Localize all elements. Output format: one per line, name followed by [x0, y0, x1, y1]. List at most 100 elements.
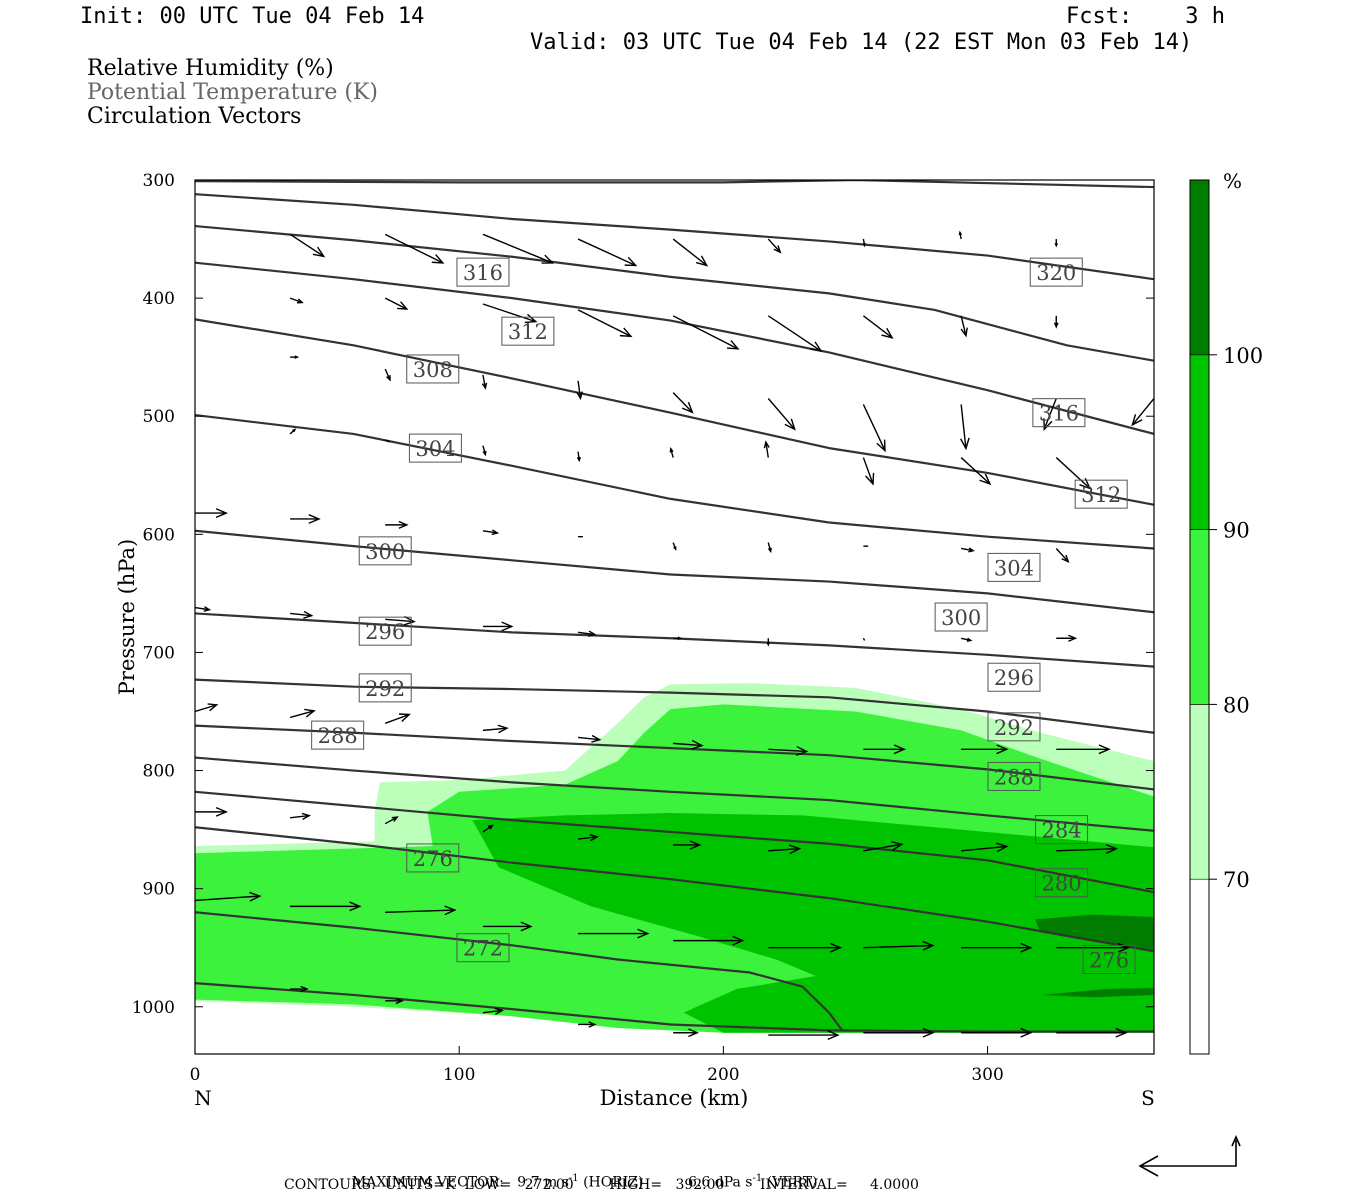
wind-vector-head [960, 327, 968, 338]
wind-vector [195, 508, 228, 518]
wind-vector-head [1053, 322, 1059, 329]
wind-vector-head [349, 901, 362, 912]
wind-vector-head [959, 437, 970, 451]
theta-contour-316 [195, 224, 1154, 362]
wind-vector-shaft [672, 315, 739, 350]
wind-vector [1055, 548, 1070, 564]
theta-contour-284 [195, 756, 1154, 832]
plot-frame [194, 179, 1155, 1055]
wind-vector [384, 816, 399, 825]
wind-vector [961, 942, 1033, 953]
wind-vector-head [1117, 942, 1131, 953]
init-time: Init: 00 UTC Tue 04 Feb 14 [80, 4, 425, 29]
theta-label-text: 304 [994, 556, 1034, 580]
wind-vector [1055, 457, 1092, 490]
theta-label: 276 [1082, 945, 1136, 975]
wind-vector [482, 724, 509, 734]
wind-vector-head [784, 418, 796, 431]
theta-label: 312 [501, 316, 555, 346]
wind-vector-head [876, 439, 886, 453]
wind-vector-shaft [289, 233, 325, 257]
wind-vector-shaft [384, 297, 408, 310]
theta-label-box [358, 536, 412, 566]
wind-vector [672, 315, 740, 350]
wind-vector-head [576, 456, 581, 463]
wind-vector [961, 842, 1009, 853]
wind-vector-head [1061, 554, 1070, 564]
wind-vector [576, 380, 584, 401]
wind-vector-shaft [768, 847, 800, 852]
wind-vector [384, 297, 409, 310]
theta-contour-272 [195, 911, 844, 1032]
theta-label-text: 296 [365, 620, 405, 644]
wind-vector [195, 606, 212, 612]
theta-label-layer: 316 320 312 308 316 304 312 300 304 300 296 292 296 2… [311, 257, 1136, 975]
wind-vector [290, 812, 312, 820]
theta-label-box [934, 602, 988, 632]
theta-contour-320 [195, 193, 1154, 281]
theta-contour-292 [195, 678, 1154, 734]
wind-vector-shaft [384, 439, 391, 443]
wind-vector [1053, 315, 1059, 329]
theta-contour-296 [195, 612, 1154, 668]
theta-label: 300 [358, 536, 412, 566]
wind-vector [1056, 844, 1119, 854]
wind-vector-shaft [862, 637, 866, 641]
wind-vector [290, 901, 362, 912]
wind-vector-shaft [961, 845, 1007, 852]
wind-vector-head [303, 610, 314, 619]
wind-vector-head [1098, 744, 1111, 755]
wind-vector-head [444, 905, 457, 916]
wind-vector [482, 1007, 504, 1015]
colorbar-tick-label: 90 [1223, 519, 1250, 543]
wind-vector [672, 238, 709, 267]
theta-label-box [987, 552, 1041, 582]
wind-vector-head [726, 339, 740, 350]
rh-region-90 [472, 813, 1154, 1033]
theta-label: 296 [358, 616, 412, 646]
wind-vector-head [491, 529, 500, 536]
theta-label-text: 280 [1041, 872, 1081, 896]
theta-label-box [406, 843, 460, 873]
reference-vector-icon [1138, 1135, 1241, 1177]
wind-vector-head [979, 473, 992, 486]
wind-vector-head [881, 327, 894, 339]
wind-vector [577, 630, 597, 638]
wind-vector-shaft [767, 238, 781, 253]
wind-vector [959, 404, 970, 451]
theta-label: 280 [1035, 868, 1089, 898]
theta-label-box [1035, 815, 1089, 845]
wind-vector [290, 355, 300, 359]
wind-vector-head [677, 636, 683, 641]
wind-vector-head [1115, 1027, 1128, 1038]
wind-vector-shaft [578, 736, 600, 741]
wind-vector-head [695, 255, 709, 267]
wind-vector-shaft [384, 368, 391, 381]
wind-vector [1056, 634, 1078, 642]
colorbar-segment [1189, 704, 1210, 880]
wind-vector [961, 1027, 1033, 1038]
rh-fill-layer [195, 683, 1154, 1033]
y-tick-label: 600 [143, 525, 175, 545]
wind-vector-shaft [482, 530, 498, 534]
wind-vector-head [249, 891, 262, 902]
wind-vector-head [482, 450, 487, 457]
wind-vector-head [215, 806, 228, 817]
wind-vector-head [391, 816, 399, 822]
theta-label-text: 276 [1089, 949, 1129, 973]
theta-label: 288 [311, 720, 365, 750]
wind-vector-head [501, 621, 514, 632]
colorbar-tick-label: 70 [1223, 868, 1250, 892]
theta-label-box [987, 761, 1041, 791]
wind-vector-shaft [577, 309, 632, 337]
wind-vector-head [296, 298, 304, 304]
wind-vector-shaft [767, 315, 822, 352]
wind-vector [384, 713, 411, 724]
forecast-hour: Fcst: 3 h [1066, 4, 1225, 29]
colorbar-segment [1189, 354, 1210, 530]
wind-vector [673, 739, 704, 750]
y-tick-label: 1000 [132, 998, 175, 1018]
wind-vector-head [312, 246, 326, 258]
x-tick-label: 300 [971, 1065, 1003, 1085]
wind-vector [289, 233, 326, 258]
